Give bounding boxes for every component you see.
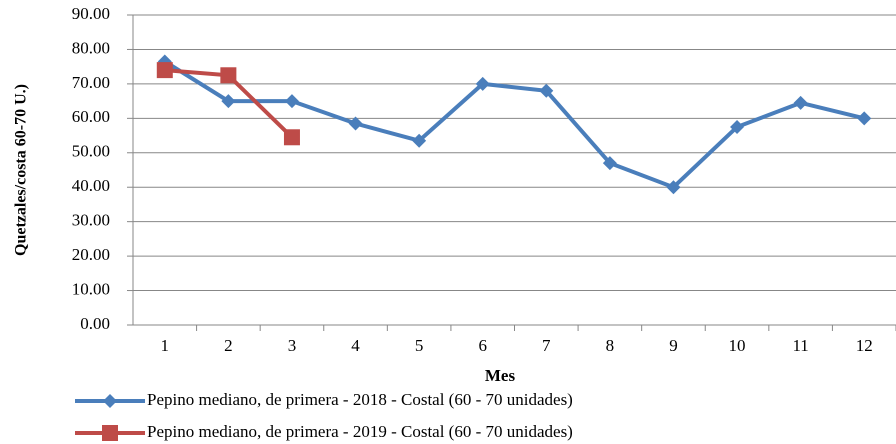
marker — [475, 76, 490, 91]
x-tick-label: 9 — [669, 336, 678, 355]
y-tick-label: 20.00 — [72, 245, 110, 264]
marker — [857, 111, 872, 126]
y-tick-label: 40.00 — [72, 176, 110, 195]
y-tick-label: 90.00 — [72, 4, 110, 23]
marker — [412, 133, 427, 148]
y-tick-label: 70.00 — [72, 73, 110, 92]
y-tick-label: 10.00 — [72, 279, 110, 298]
y-axis-label: Quetzales/costa 60-70 U.) — [13, 84, 30, 256]
marker — [221, 94, 236, 109]
x-tick-label: 7 — [542, 336, 551, 355]
x-tick-label: 8 — [606, 336, 615, 355]
y-tick-label: 80.00 — [72, 38, 110, 57]
marker — [283, 129, 300, 146]
x-tick-label: 2 — [224, 336, 233, 355]
series-line — [163, 59, 865, 190]
y-tick-label: 60.00 — [72, 107, 110, 126]
x-tick-label: 5 — [415, 336, 424, 355]
legend-marker — [103, 394, 117, 408]
marker — [539, 83, 554, 98]
x-tick-label: 6 — [478, 336, 487, 355]
marker — [284, 94, 299, 109]
x-axis-label: Mes — [485, 366, 516, 385]
y-tick-label: 0.00 — [80, 314, 110, 333]
marker — [220, 67, 237, 84]
x-tick-label: 12 — [856, 336, 873, 355]
x-tick-label: 3 — [288, 336, 297, 355]
x-tick-label: 4 — [351, 336, 360, 355]
legend-label: Pepino mediano, de primera - 2018 - Cost… — [147, 390, 573, 409]
marker — [793, 95, 808, 110]
legend-label: Pepino mediano, de primera - 2019 - Cost… — [147, 422, 573, 441]
marker — [156, 62, 173, 79]
x-tick-label: 1 — [161, 336, 170, 355]
x-tick-label: 10 — [729, 336, 746, 355]
x-tick-label: 11 — [792, 336, 808, 355]
marker — [730, 119, 745, 134]
marker — [602, 156, 617, 171]
marker — [348, 116, 363, 131]
y-tick-label: 30.00 — [72, 211, 110, 230]
y-tick-label: 50.00 — [72, 142, 110, 161]
marker — [666, 180, 681, 195]
legend-marker — [102, 425, 118, 441]
